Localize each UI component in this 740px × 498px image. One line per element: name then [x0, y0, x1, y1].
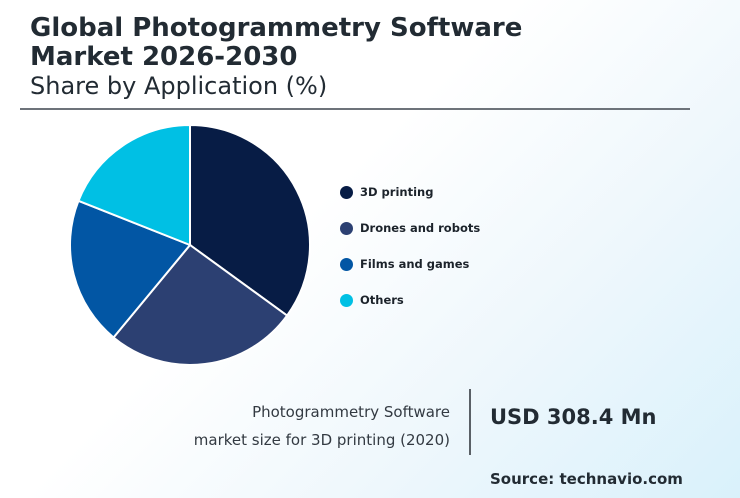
pie-slice-3d-printing — [189, 123, 311, 317]
pie-slice-drones-and-robots — [112, 243, 289, 366]
legend-label-films-and-games: Films and games — [360, 257, 470, 271]
market-size-description: Photogrammetry Software market size for … — [150, 398, 450, 454]
legend-swatch-drones-and-robots — [340, 221, 353, 235]
legend-label-3d-printing: 3D printing — [360, 185, 434, 199]
header-divider — [20, 108, 690, 110]
source-credit: Source: technavio.com — [490, 470, 683, 488]
legend-label-drones-and-robots: Drones and robots — [360, 221, 481, 235]
stat-divider — [469, 389, 471, 455]
market-size-description-line-1: Photogrammetry Software — [252, 403, 450, 421]
market-size-description-line-2: market size for 3D printing (2020) — [193, 431, 450, 449]
pie-slice-films-and-games — [69, 199, 192, 339]
legend-item-films-and-games: Films and games — [340, 246, 480, 282]
legend-item-others: Others — [340, 282, 480, 318]
chart-legend: 3D printing Drones and robots Films and … — [340, 174, 480, 318]
legend-label-others: Others — [360, 293, 404, 307]
legend-swatch-others — [340, 293, 353, 307]
legend-swatch-films-and-games — [340, 257, 353, 271]
legend-item-drones-and-robots: Drones and robots — [340, 210, 480, 246]
market-size-value: USD 308.4 Mn — [490, 405, 657, 429]
pie-slice-others — [77, 123, 191, 247]
legend-swatch-3d-printing — [340, 185, 353, 199]
chart-subtitle: Share by Application (%) — [30, 72, 328, 100]
legend-item-3d-printing: 3D printing — [340, 174, 480, 210]
chart-title: Global Photogrammetry Software Market 20… — [30, 13, 523, 72]
